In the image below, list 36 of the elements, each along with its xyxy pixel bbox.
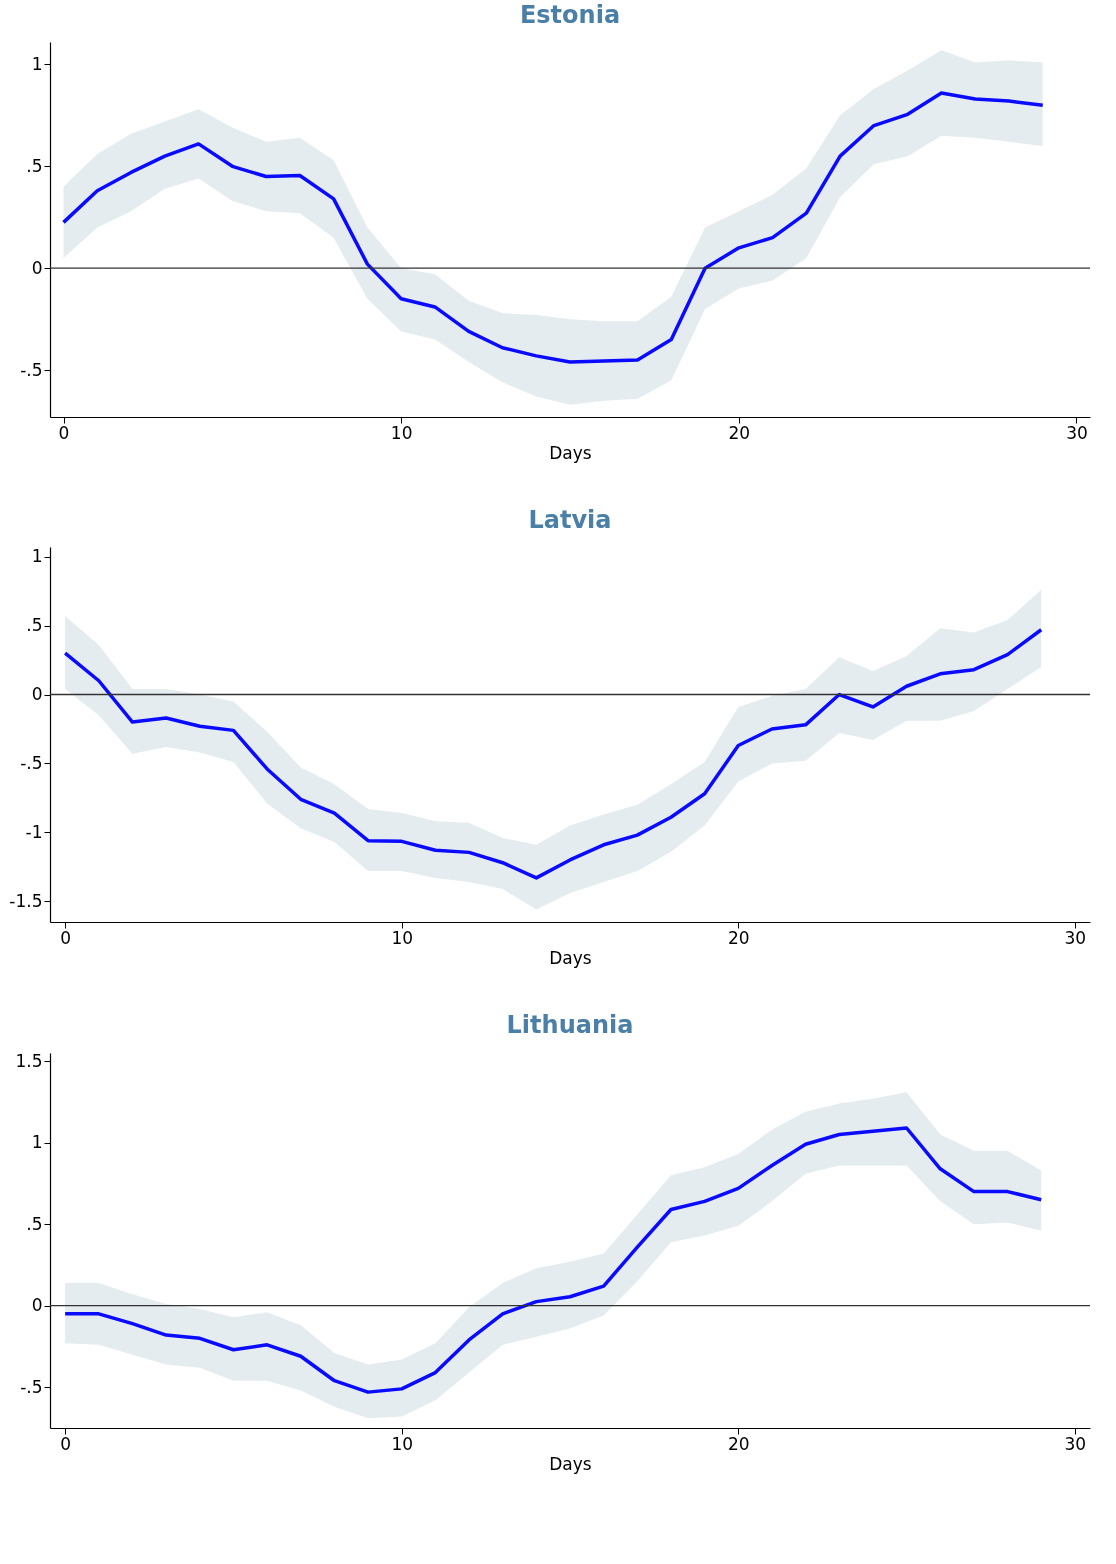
y-tick-label: 1	[31, 53, 43, 74]
y-tick-label: 1	[31, 1132, 43, 1153]
y-tick-label: 1.5	[15, 1050, 43, 1071]
x-axis-title: Days	[549, 442, 592, 463]
y-tick-label: -.5	[20, 1376, 43, 1397]
x-tick-label: 30	[1066, 422, 1088, 443]
line-series	[63, 627, 1043, 880]
x-tick-label: 30	[1064, 927, 1087, 948]
y-tick-label: 1	[31, 546, 43, 567]
x-tick-label: 0	[58, 422, 70, 443]
y-tick-label: -1.5	[9, 890, 43, 911]
x-tick-label: 30	[1064, 1433, 1087, 1454]
line-series	[63, 1126, 1043, 1394]
y-tick-label: -1	[25, 821, 43, 842]
chart-title: Lithuania	[506, 1011, 634, 1040]
chart-title: Estonia	[519, 1, 621, 29]
x-axis-title: Days	[549, 947, 592, 968]
x-tick-label: 10	[391, 1433, 414, 1454]
y-tick-label: .5	[26, 615, 43, 636]
x-tick-label: 10	[390, 422, 413, 443]
x-tick-label: 20	[727, 1433, 750, 1454]
x-tick-label: 20	[727, 927, 750, 948]
x-tick-label: 20	[728, 422, 751, 443]
x-axis-title: Days	[549, 1453, 592, 1474]
chart-title: Latvia	[528, 506, 612, 534]
y-tick-label: .5	[26, 155, 43, 176]
x-tick-label: 0	[60, 927, 72, 948]
y-tick-label: 0	[31, 257, 43, 278]
y-tick-label: 0	[31, 684, 43, 705]
x-tick-label: 0	[60, 1433, 72, 1454]
y-tick-label: -.5	[20, 359, 43, 380]
line-series	[61, 91, 1045, 364]
y-tick-label: .5	[26, 1213, 43, 1234]
y-tick-label: -.5	[20, 752, 43, 773]
y-tick-label: 0	[31, 1295, 43, 1316]
x-tick-label: 10	[391, 927, 414, 948]
